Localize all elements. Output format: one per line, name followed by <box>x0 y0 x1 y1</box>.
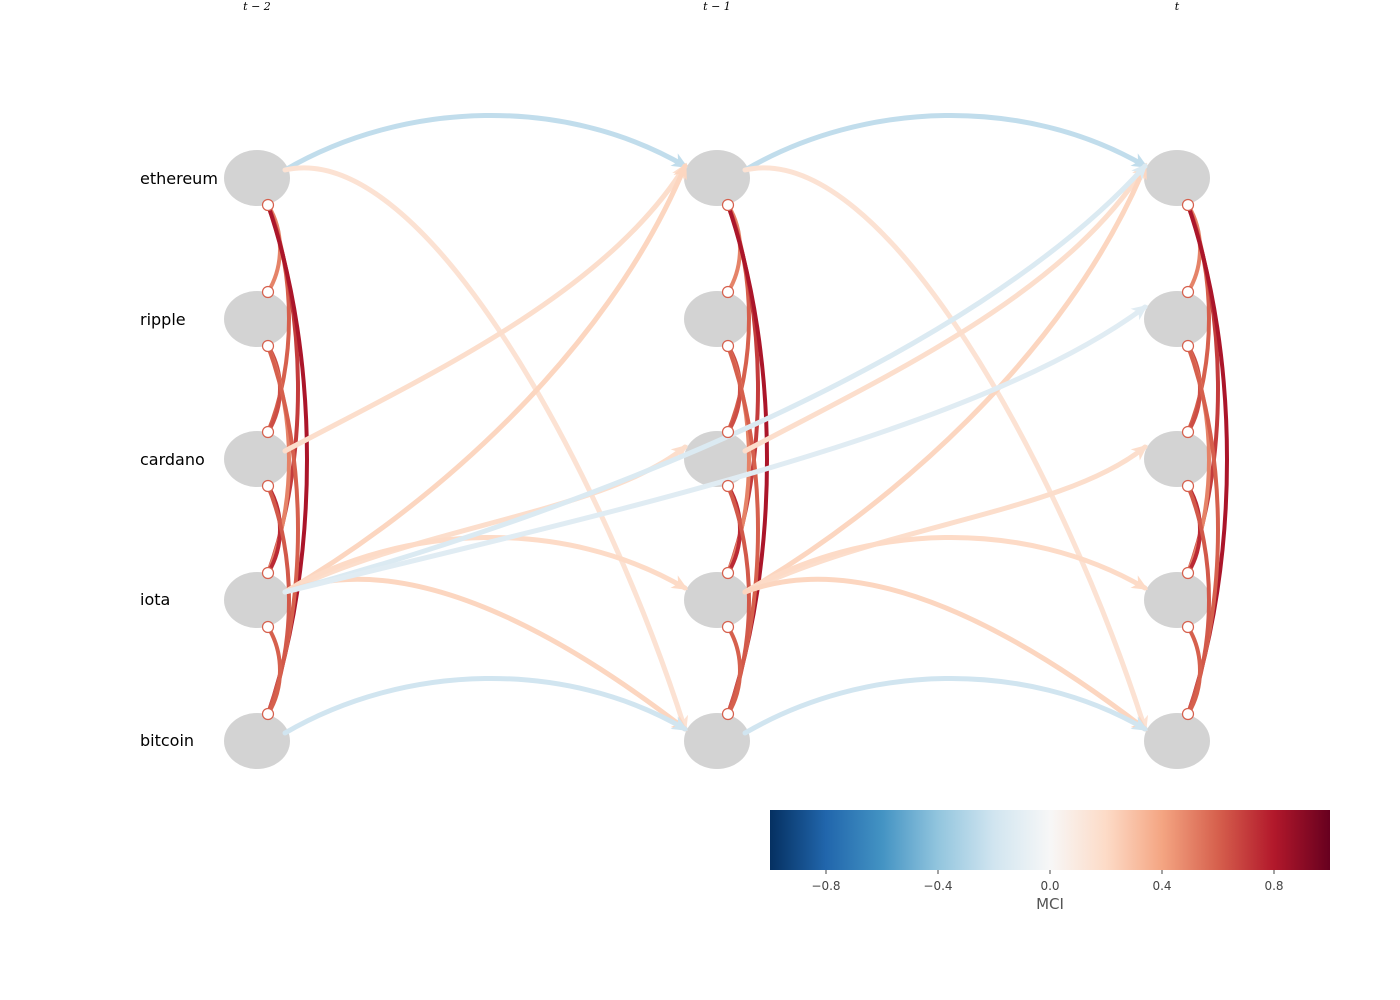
lagged-link-iota-to-ethereum-lag2 <box>282 163 1148 595</box>
colorbar-gradient <box>770 810 1330 870</box>
link-endpoint-marker <box>261 425 275 439</box>
link-endpoint-marker <box>721 425 735 439</box>
link-endpoint-marker <box>721 339 735 353</box>
link-endpoint-marker <box>261 198 275 212</box>
contemporaneous-links-layer <box>266 203 1229 716</box>
lagged-link-ethereum-to-bitcoin-lag1 <box>282 165 689 733</box>
link-endpoint-marker <box>721 566 735 580</box>
link-endpoint-marker <box>1181 339 1195 353</box>
node-iota-t2 <box>1144 572 1210 628</box>
colorbar-label: MCI <box>1036 895 1064 913</box>
time-labels: t − 2 t − 1 t <box>243 0 1180 13</box>
link-endpoint-marker <box>261 707 275 721</box>
colorbar-tick-label: 0.0 <box>1040 879 1059 893</box>
link-endpoint-marker <box>261 620 275 634</box>
lagged-link-iota-to-ethereum-lag1 <box>282 162 688 595</box>
lagged-link-iota-to-ripple-lag2 <box>282 304 1148 595</box>
contemp-link-iota-bitcoin <box>726 625 742 716</box>
contemp-link-iota-bitcoin <box>266 625 282 716</box>
link-endpoint-marker <box>721 285 735 299</box>
var-label-ripple: ripple <box>140 310 186 329</box>
link-endpoint-markers <box>261 198 1195 721</box>
node-bitcoin-t2 <box>1144 713 1210 769</box>
node-iota-t0 <box>224 572 290 628</box>
node-ethereum-t0 <box>224 150 290 206</box>
lagged-links-layer <box>282 112 1149 736</box>
colorbar-tick-label: 0.4 <box>1152 879 1171 893</box>
link-endpoint-marker <box>1181 198 1195 212</box>
colorbar-ticks: −0.8 −0.4 0.0 0.4 0.8 <box>811 870 1284 893</box>
time-label-t-minus-1: t − 1 <box>703 0 731 13</box>
link-endpoint-marker <box>261 479 275 493</box>
node-ripple-t1 <box>684 291 750 347</box>
variable-labels: ethereum ripple cardano iota bitcoin <box>140 169 218 750</box>
link-endpoint-marker <box>261 285 275 299</box>
node-cardano-t1 <box>684 431 750 487</box>
lagged-link-iota-to-iota-lag1 <box>742 534 1149 595</box>
node-ethereum-t1 <box>684 150 750 206</box>
colorbar-tick-label: −0.8 <box>811 879 840 893</box>
lagged-link-ethereum-to-ethereum-lag1 <box>282 112 689 173</box>
time-label-t-minus-2: t − 2 <box>243 0 271 13</box>
node-cardano-t0 <box>224 431 290 487</box>
lagged-link-iota-to-iota-lag1 <box>282 534 689 595</box>
node-ripple-t2 <box>1144 291 1210 347</box>
link-endpoint-marker <box>1181 566 1195 580</box>
var-label-cardano: cardano <box>140 450 205 469</box>
colorbar-tick-label: −0.4 <box>923 879 952 893</box>
link-endpoint-marker <box>261 566 275 580</box>
link-endpoint-marker <box>261 339 275 353</box>
link-endpoint-marker <box>721 479 735 493</box>
var-label-iota: iota <box>140 590 170 609</box>
lagged-link-ethereum-to-ethereum-lag1 <box>742 112 1149 173</box>
link-endpoint-marker <box>1181 425 1195 439</box>
link-endpoint-marker <box>1181 707 1195 721</box>
colorbar: −0.8 −0.4 0.0 0.4 0.8 MCI <box>770 810 1330 913</box>
node-ripple-t0 <box>224 291 290 347</box>
link-endpoint-marker <box>721 620 735 634</box>
lagged-link-ethereum-to-bitcoin-lag1 <box>742 165 1149 733</box>
node-bitcoin-t0 <box>224 713 290 769</box>
contemp-link-iota-bitcoin <box>1186 625 1202 716</box>
link-endpoint-marker <box>1181 620 1195 634</box>
link-endpoint-marker <box>1181 285 1195 299</box>
var-label-bitcoin: bitcoin <box>140 731 194 750</box>
lagged-link-iota-to-bitcoin-lag1 <box>742 577 1148 732</box>
lagged-link-cardano-to-ethereum-lag1 <box>742 162 1148 454</box>
nodes-layer <box>224 150 1210 769</box>
link-endpoint-marker <box>721 198 735 212</box>
lagged-link-bitcoin-to-bitcoin-lag1 <box>282 675 689 736</box>
var-label-ethereum: ethereum <box>140 169 218 188</box>
lagged-link-iota-to-ethereum-lag1 <box>742 162 1148 595</box>
time-label-t: t <box>1175 0 1180 13</box>
node-bitcoin-t1 <box>684 713 750 769</box>
node-ethereum-t2 <box>1144 150 1210 206</box>
link-endpoint-marker <box>1181 479 1195 493</box>
link-endpoint-marker <box>721 707 735 721</box>
node-cardano-t2 <box>1144 431 1210 487</box>
colorbar-tick-label: 0.8 <box>1264 879 1283 893</box>
lagged-link-bitcoin-to-bitcoin-lag1 <box>742 675 1149 736</box>
lagged-link-cardano-to-ethereum-lag1 <box>282 162 688 454</box>
node-iota-t1 <box>684 572 750 628</box>
lagged-link-iota-to-cardano-lag1 <box>742 444 1148 595</box>
